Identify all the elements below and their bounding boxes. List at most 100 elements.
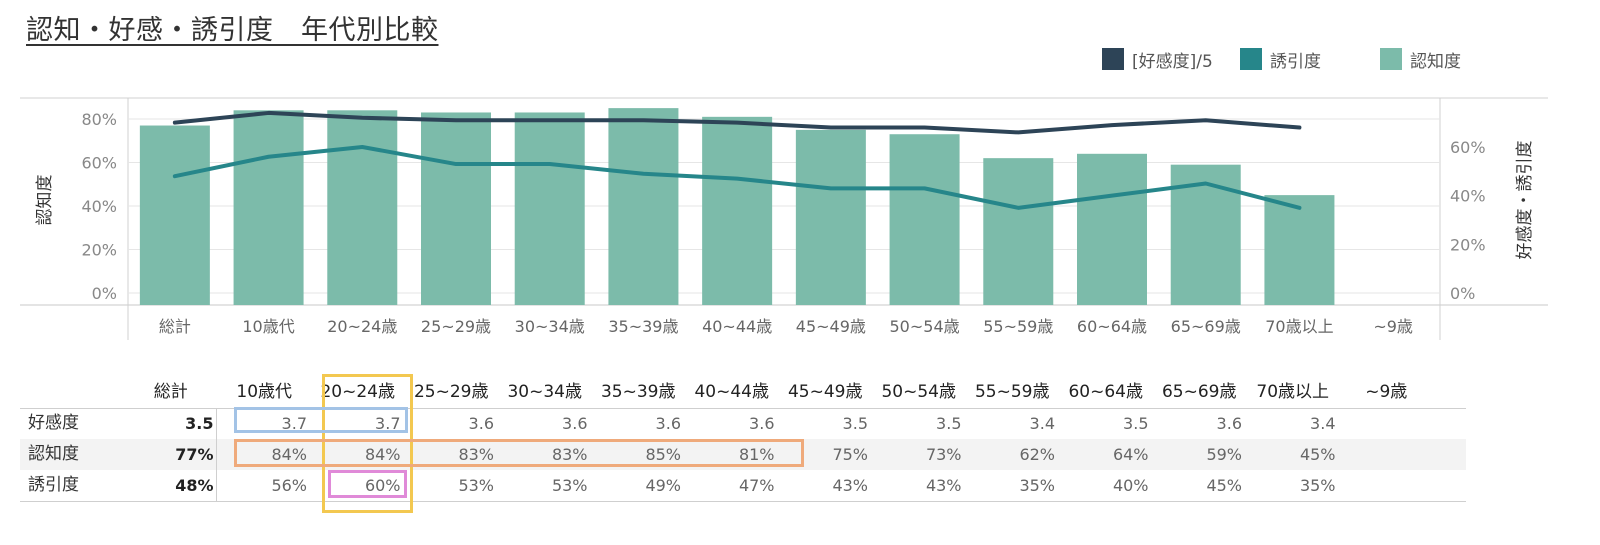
y-tick-label: 0% [92, 284, 117, 303]
chart-title: 認知・好感・誘引度 年代別比較 [26, 15, 439, 46]
table-header-cell: 65~69歳 [1161, 382, 1237, 402]
table-cell: 60% [364, 476, 401, 495]
table-cell: 3.6 [655, 414, 681, 433]
table-cell: 43% [832, 476, 868, 495]
table-header-cell: 60~64歳 [1068, 382, 1143, 402]
table-header-cell: 45~49歳 [787, 382, 863, 402]
table-cell: 3.6 [749, 414, 775, 433]
table-cell: 49% [645, 476, 681, 495]
table-cell: 3.4 [1310, 414, 1336, 433]
table-row-attract: 誘引度 48% 56% 60% 53% 53% 49% 47% 43% 43% 35% 40% 45% 3… [20, 470, 1466, 502]
bar [1264, 195, 1335, 305]
y-tick-label: 40% [81, 197, 117, 216]
table-header-cell: 20~24歳 [320, 382, 395, 402]
bar [1077, 153, 1147, 305]
table-header-row: 総計 10歳代 20~24歳 25~29歳 30~34歳 35~39歳 40~44歳 45~4… [20, 377, 1466, 409]
x-tick-label: 20~24歳 [327, 317, 397, 336]
table-cell: 83% [551, 445, 588, 464]
table-cell: 3.5 [936, 414, 962, 433]
legend-swatch-favor [1102, 48, 1124, 70]
highlight-pink-attract [328, 470, 407, 498]
table-cell: 45% [1206, 476, 1242, 495]
x-tick-label: 30~34歳 [515, 317, 585, 336]
table-cell: 48% [175, 476, 214, 495]
table-cell: 3.6 [562, 414, 588, 433]
table-cell: 3.5 [1123, 414, 1149, 433]
bar [421, 112, 491, 305]
x-tick-label: 60~64歳 [1077, 317, 1147, 336]
table-cell: 35% [1019, 476, 1055, 495]
table-cell: 3.5 [185, 414, 214, 433]
table-cell: 3.6 [1216, 414, 1242, 433]
table-header-cell: 25~29歳 [413, 382, 489, 402]
table-header-cell: 55~59歳 [974, 382, 1050, 402]
table-cell: 45% [1299, 445, 1336, 464]
y2-tick-label: 0% [1450, 284, 1475, 303]
x-tick-label: 25~29歳 [421, 317, 491, 336]
bar [795, 129, 866, 305]
x-tick-label: 40~44歳 [702, 317, 772, 336]
highlight-orange-awareness [234, 439, 804, 467]
legend-label-favor: [好感度]/5 [1132, 51, 1213, 72]
table-row-label: 好感度 [28, 413, 79, 433]
table-cell: 3.7 [281, 414, 307, 433]
y-tick-label: 20% [81, 241, 117, 260]
table-cell: 73% [925, 445, 962, 464]
bar [983, 158, 1054, 305]
table-header-cell: 10歳代 [236, 382, 293, 402]
table-row-favor: 好感度 3.5 3.7 3.7 3.6 3.6 3.6 3.6 3.5 3.5 3.4 3.5 3.6 3… [20, 408, 1466, 439]
legend-swatch-attract [1240, 48, 1262, 70]
legend-swatch-awareness [1380, 48, 1402, 70]
table-header-cell: 50~54歳 [881, 382, 956, 402]
x-tick-label: 45~49歳 [796, 317, 866, 336]
table-header-cell: 35~39歳 [600, 382, 676, 402]
x-tick-label: 65~69歳 [1171, 317, 1241, 336]
y2-tick-label: 20% [1450, 235, 1486, 254]
y2-tick-label: 40% [1450, 187, 1486, 206]
y2-tick-label: 60% [1450, 138, 1486, 157]
table-divider [216, 408, 217, 501]
table-header-cell: 総計 [153, 382, 188, 402]
table-cell: 59% [1206, 445, 1242, 464]
x-tick-label: 35~39歳 [608, 317, 678, 336]
table-cell: 3.6 [468, 414, 494, 433]
legend-item-attract: 誘引度 [1240, 47, 1321, 72]
table-cell [1344, 470, 1430, 501]
bar [327, 110, 398, 305]
bar [139, 125, 210, 306]
table-cell: 56% [271, 476, 307, 495]
bar [608, 108, 679, 305]
x-tick-label: 55~59歳 [983, 317, 1053, 336]
y2-axis-label: 好感度・誘引度 [1515, 141, 1535, 260]
table-cell: 35% [1299, 476, 1336, 495]
table-cell: 85% [645, 445, 681, 464]
table-cell: 43% [925, 476, 962, 495]
y-tick-label: 60% [81, 154, 117, 173]
x-tick-label: ~9歳 [1373, 317, 1413, 336]
legend-label-attract: 誘引度 [1270, 51, 1321, 72]
table-cell: 64% [1112, 445, 1149, 464]
x-tick-label: 10歳代 [242, 317, 294, 336]
table-cell: 77% [175, 445, 214, 464]
table-cell: 53% [551, 476, 588, 495]
table-cell: 40% [1112, 476, 1149, 495]
table-cell: 84% [364, 445, 401, 464]
table-cell: 47% [738, 476, 775, 495]
y-axis-label: 認知度 [35, 175, 55, 226]
bar [702, 116, 773, 305]
table-cell: 83% [458, 445, 494, 464]
table-cell: 75% [832, 445, 868, 464]
legend-item-awareness: 認知度 [1380, 47, 1461, 72]
attract-line [172, 145, 1302, 210]
table-cell: 84% [271, 445, 307, 464]
bar [233, 110, 304, 305]
table-cell: 62% [1019, 445, 1055, 464]
table-row-label: 認知度 [28, 444, 79, 464]
y-tick-label: 80% [81, 110, 117, 129]
x-tick-label: 総計 [159, 317, 191, 336]
table-header-cell: 70歳以上 [1256, 382, 1330, 402]
table-cell: 53% [458, 476, 494, 495]
highlight-blue-favor [234, 407, 408, 433]
table-header-cell: 40~44歳 [694, 382, 769, 402]
